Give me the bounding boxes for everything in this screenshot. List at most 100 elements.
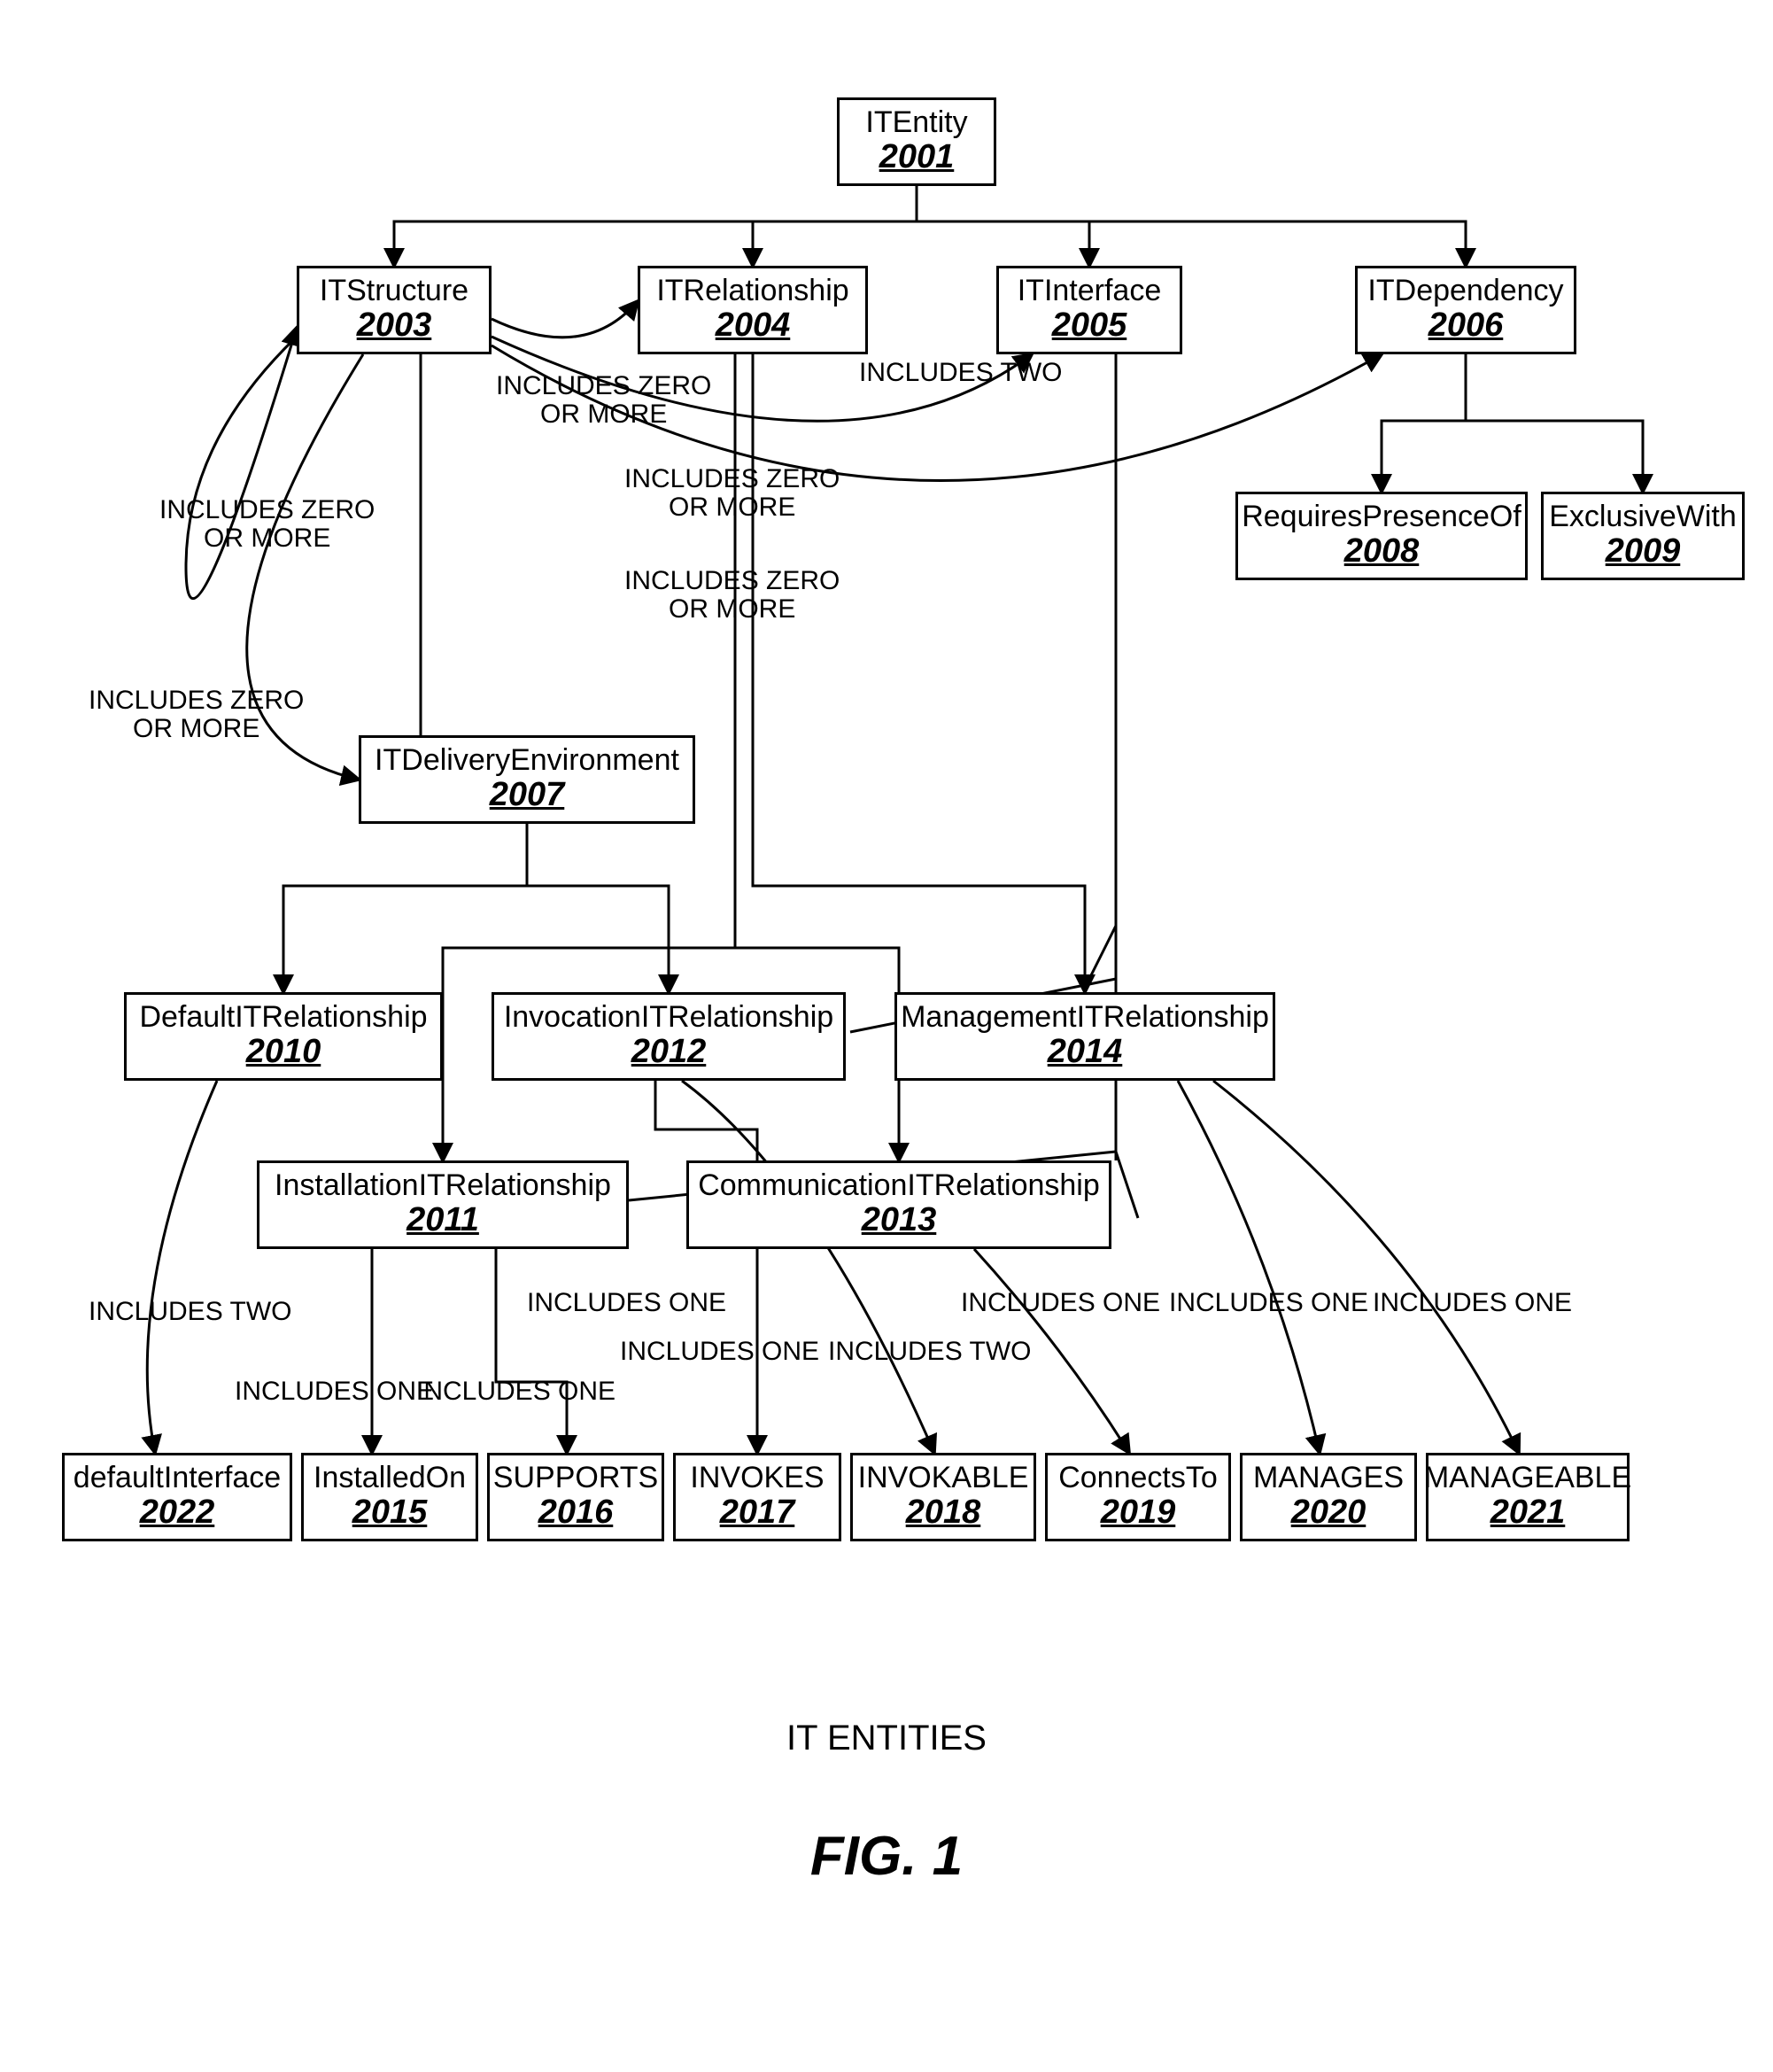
edge bbox=[527, 824, 669, 992]
node-label: SUPPORTS bbox=[493, 1463, 658, 1494]
node-n2004: ITRelationship2004 bbox=[638, 266, 868, 354]
node-number: 2007 bbox=[490, 777, 565, 814]
caption-fig: FIG. 1 bbox=[0, 1825, 1773, 1888]
edge-label: INCLUDES ONE bbox=[1373, 1289, 1572, 1317]
edge-label: INCLUDES ZERO OR MORE bbox=[159, 496, 375, 552]
node-label: defaultInterface bbox=[74, 1463, 281, 1494]
node-label: ITDeliveryEnvironment bbox=[375, 745, 679, 777]
edge-label: INCLUDES ONE bbox=[620, 1338, 819, 1366]
edge-label: INCLUDES TWO bbox=[828, 1338, 1031, 1366]
node-number: 2017 bbox=[720, 1494, 795, 1532]
node-number: 2020 bbox=[1291, 1494, 1367, 1532]
node-n2008: RequiresPresenceOf2008 bbox=[1235, 492, 1528, 580]
node-n2019: ConnectsTo2019 bbox=[1045, 1453, 1231, 1541]
edge bbox=[147, 1081, 217, 1453]
node-n2018: INVOKABLE2018 bbox=[850, 1453, 1036, 1541]
edge bbox=[1382, 354, 1466, 492]
edge bbox=[1178, 1081, 1320, 1453]
node-label: ExclusiveWith bbox=[1549, 501, 1737, 533]
node-label: RequiresPresenceOf bbox=[1242, 501, 1521, 533]
node-n2005: ITInterface2005 bbox=[996, 266, 1182, 354]
node-n2013: CommunicationITRelationship2013 bbox=[686, 1160, 1111, 1249]
edge-label: INCLUDES ZERO OR MORE bbox=[496, 372, 711, 428]
node-n2021: MANAGEABLE2021 bbox=[1426, 1453, 1630, 1541]
node-number: 2004 bbox=[716, 307, 791, 345]
node-label: ITRelationship bbox=[656, 275, 848, 307]
edge bbox=[496, 1249, 567, 1453]
node-number: 2016 bbox=[538, 1494, 614, 1532]
edge-label: INCLUDES ZERO OR MORE bbox=[624, 465, 840, 521]
edge bbox=[655, 1081, 757, 1453]
edge bbox=[917, 186, 1466, 266]
edge bbox=[1116, 1152, 1138, 1218]
edge bbox=[283, 824, 527, 992]
node-n2001: ITEntity2001 bbox=[837, 97, 996, 186]
edge bbox=[186, 328, 297, 599]
edge-label: INCLUDES ONE bbox=[1169, 1289, 1368, 1317]
edge-label: INCLUDES ONE bbox=[527, 1289, 726, 1317]
edge bbox=[917, 186, 1089, 266]
edge bbox=[682, 1081, 934, 1453]
node-n2022: defaultInterface2022 bbox=[62, 1453, 292, 1541]
node-number: 2009 bbox=[1606, 533, 1681, 570]
node-label: MANAGEABLE bbox=[1424, 1463, 1631, 1494]
caption-title: IT ENTITIES bbox=[0, 1719, 1773, 1758]
node-label: ITStructure bbox=[320, 275, 468, 307]
edge-label: INCLUDES TWO bbox=[89, 1298, 291, 1326]
node-number: 2013 bbox=[862, 1202, 937, 1239]
caption-title-text: IT ENTITIES bbox=[786, 1719, 987, 1758]
node-label: InstallationITRelationship bbox=[275, 1170, 611, 1202]
node-number: 2001 bbox=[879, 139, 955, 176]
node-n2015: InstalledOn2015 bbox=[301, 1453, 478, 1541]
node-n2011: InstallationITRelationship2011 bbox=[257, 1160, 629, 1249]
node-number: 2006 bbox=[1428, 307, 1504, 345]
node-number: 2019 bbox=[1101, 1494, 1176, 1532]
node-label: ITInterface bbox=[1018, 275, 1162, 307]
edge bbox=[1213, 1081, 1519, 1453]
edge bbox=[394, 186, 917, 266]
node-number: 2021 bbox=[1490, 1494, 1566, 1532]
node-label: ManagementITRelationship bbox=[901, 1002, 1269, 1034]
node-label: ITDependency bbox=[1367, 275, 1563, 307]
node-label: INVOKES bbox=[690, 1463, 824, 1494]
caption-fig-text: FIG. 1 bbox=[810, 1826, 963, 1887]
node-n2017: INVOKES2017 bbox=[673, 1453, 841, 1541]
node-label: CommunicationITRelationship bbox=[698, 1170, 1100, 1202]
node-n2014: ManagementITRelationship2014 bbox=[894, 992, 1275, 1081]
node-label: MANAGES bbox=[1253, 1463, 1404, 1494]
node-label: ITEntity bbox=[865, 107, 967, 139]
node-n2009: ExclusiveWith2009 bbox=[1541, 492, 1745, 580]
node-number: 2008 bbox=[1344, 533, 1420, 570]
edge-label: INCLUDES ZERO OR MORE bbox=[89, 687, 304, 742]
node-label: DefaultITRelationship bbox=[139, 1002, 427, 1034]
node-label: InstalledOn bbox=[314, 1463, 466, 1494]
node-n2010: DefaultITRelationship2010 bbox=[124, 992, 443, 1081]
edge-label: INCLUDES ONE bbox=[235, 1377, 434, 1406]
edge bbox=[753, 354, 1085, 992]
node-n2012: InvocationITRelationship2012 bbox=[492, 992, 846, 1081]
node-number: 2015 bbox=[352, 1494, 428, 1532]
node-number: 2014 bbox=[1048, 1034, 1123, 1071]
node-number: 2010 bbox=[246, 1034, 321, 1071]
diagram-stage: ITEntity2001 ITStructure2003 ITRelationshi… bbox=[0, 0, 1773, 2072]
edge bbox=[1085, 926, 1116, 988]
edge bbox=[753, 186, 917, 266]
node-number: 2003 bbox=[357, 307, 432, 345]
node-label: InvocationITRelationship bbox=[504, 1002, 833, 1034]
node-label: ConnectsTo bbox=[1058, 1463, 1218, 1494]
node-n2016: SUPPORTS2016 bbox=[487, 1453, 664, 1541]
edge bbox=[1466, 354, 1643, 492]
edge-label: INCLUDES ONE bbox=[416, 1377, 616, 1406]
node-number: 2005 bbox=[1052, 307, 1127, 345]
node-number: 2012 bbox=[631, 1034, 707, 1071]
node-n2006: ITDependency2006 bbox=[1355, 266, 1576, 354]
node-n2020: MANAGES2020 bbox=[1240, 1453, 1417, 1541]
edge-label: INCLUDES ZERO OR MORE bbox=[624, 567, 840, 623]
edge-label: INCLUDES ONE bbox=[961, 1289, 1160, 1317]
node-number: 2011 bbox=[406, 1202, 479, 1239]
node-number: 2018 bbox=[906, 1494, 981, 1532]
node-label: INVOKABLE bbox=[858, 1463, 1029, 1494]
node-n2003: ITStructure2003 bbox=[297, 266, 492, 354]
edge bbox=[492, 301, 638, 338]
edge-label: INCLUDES TWO bbox=[859, 359, 1062, 387]
